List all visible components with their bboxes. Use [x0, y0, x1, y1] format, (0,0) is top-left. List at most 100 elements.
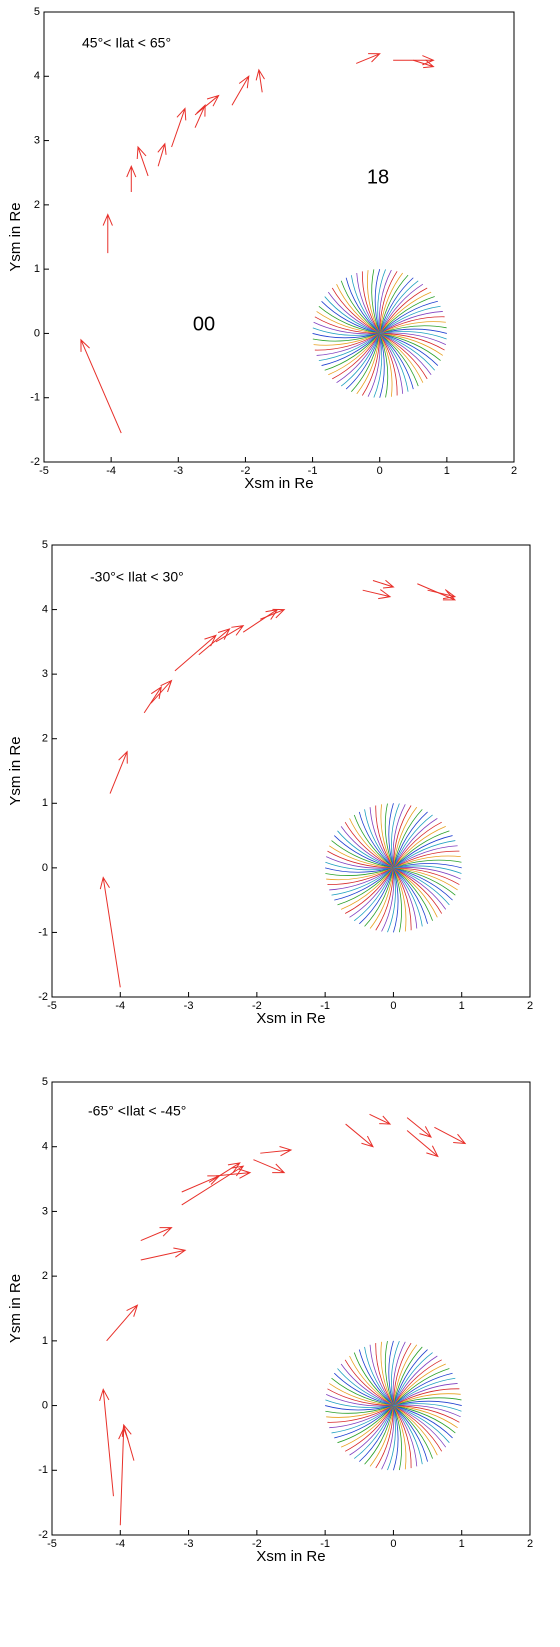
field-line: [336, 333, 381, 384]
field-line: [336, 284, 380, 334]
field-line: [393, 806, 418, 868]
y-tick-label: 3: [42, 668, 48, 680]
field-line: [334, 1372, 394, 1406]
x-tick-label: 1: [444, 465, 450, 477]
x-tick-label: -5: [47, 1000, 57, 1012]
field-line: [324, 296, 380, 334]
field-line: [393, 1368, 450, 1406]
field-line: [393, 1393, 461, 1406]
arrow: [121, 1423, 135, 1461]
field-line: [393, 1405, 443, 1452]
y-tick-label: 4: [34, 70, 40, 82]
y-tick-label: 5: [34, 6, 40, 18]
field-line: [379, 333, 385, 398]
field-line: [332, 333, 381, 380]
field-line: [393, 1355, 438, 1406]
field-line: [379, 333, 441, 361]
field-line: [393, 867, 407, 932]
field-line: [353, 1352, 394, 1406]
field-line: [393, 1359, 442, 1406]
field-line: [340, 1405, 394, 1448]
annotation: 18: [367, 166, 389, 188]
field-line: [379, 333, 445, 351]
field-line: [393, 1400, 462, 1406]
field-line: [321, 301, 380, 334]
x-tick-label: 2: [527, 1538, 533, 1550]
field-line: [393, 1405, 438, 1456]
plot-title: -30°< Ilat < 30°: [90, 569, 184, 585]
field-line: [393, 845, 458, 869]
field-line: [337, 867, 394, 906]
field-line: [393, 867, 433, 921]
field-line: [375, 1343, 394, 1406]
field-line: [312, 327, 380, 336]
arrow: [157, 142, 167, 167]
arrow: [174, 634, 217, 672]
field-line: [393, 1397, 462, 1406]
y-tick-label: 1: [34, 263, 40, 275]
arrow: [369, 1113, 392, 1125]
field-line: [379, 321, 446, 334]
x-tick-label: -3: [184, 1000, 194, 1012]
x-tick-label: -1: [320, 1000, 330, 1012]
field-line: [393, 867, 428, 924]
field-line: [379, 287, 428, 334]
field-line: [393, 1405, 418, 1467]
field-line: [379, 291, 432, 334]
earth: [325, 1340, 462, 1471]
field-line: [314, 333, 380, 351]
field-line: [375, 805, 394, 869]
field-line: [393, 867, 423, 927]
field-line: [393, 805, 412, 868]
field-line: [326, 1405, 394, 1418]
field-line: [374, 269, 381, 334]
y-tick-label: -1: [30, 392, 40, 404]
y-tick-label: -2: [38, 1529, 48, 1541]
field-line: [393, 1404, 461, 1418]
y-tick-label: 0: [42, 862, 48, 874]
field-line: [361, 271, 381, 334]
field-line: [379, 332, 447, 345]
field-line: [340, 1363, 394, 1406]
field-line: [364, 867, 394, 927]
plot: -5 -4 -3 -2 -1 0 1 2 -2 -1 0 1 2 3 4 5 Xsm in Re Ysm in R…: [7, 1076, 533, 1565]
field-line: [393, 1377, 456, 1406]
y-tick-label: 0: [42, 1399, 48, 1411]
field-line: [392, 1341, 406, 1406]
field-line: [326, 867, 394, 881]
field-line: [337, 1368, 394, 1406]
arrow: [106, 1304, 139, 1342]
field-line: [393, 867, 456, 896]
field-line: [371, 269, 381, 334]
field-line: [369, 807, 394, 869]
field-line: [393, 855, 461, 869]
arrow: [406, 1130, 439, 1158]
field-line: [379, 311, 443, 334]
x-tick-label: -4: [115, 1538, 125, 1550]
field-line: [393, 1405, 407, 1470]
arrow: [215, 625, 245, 643]
field-line: [325, 1405, 394, 1411]
field-line: [344, 867, 394, 914]
field-line: [369, 1344, 394, 1406]
field-line: [379, 333, 419, 387]
field-line: [393, 1405, 423, 1465]
field-line: [340, 280, 380, 334]
field-line: [379, 277, 414, 334]
field-line: [349, 1405, 394, 1456]
field-line: [379, 316, 445, 334]
field-line: [379, 328, 447, 334]
field-line: [329, 1405, 394, 1429]
x-tick-label: 0: [377, 465, 383, 477]
arrow: [434, 1126, 467, 1145]
field-line: [334, 835, 394, 869]
field-line: [321, 333, 380, 366]
x-axis-label: Xsm in Re: [256, 1010, 325, 1027]
field-line: [369, 1405, 394, 1467]
y-tick-label: 2: [42, 1270, 48, 1282]
field-line: [380, 804, 394, 869]
arrow: [136, 145, 149, 177]
field-line: [349, 1355, 394, 1406]
field-line: [318, 305, 380, 334]
